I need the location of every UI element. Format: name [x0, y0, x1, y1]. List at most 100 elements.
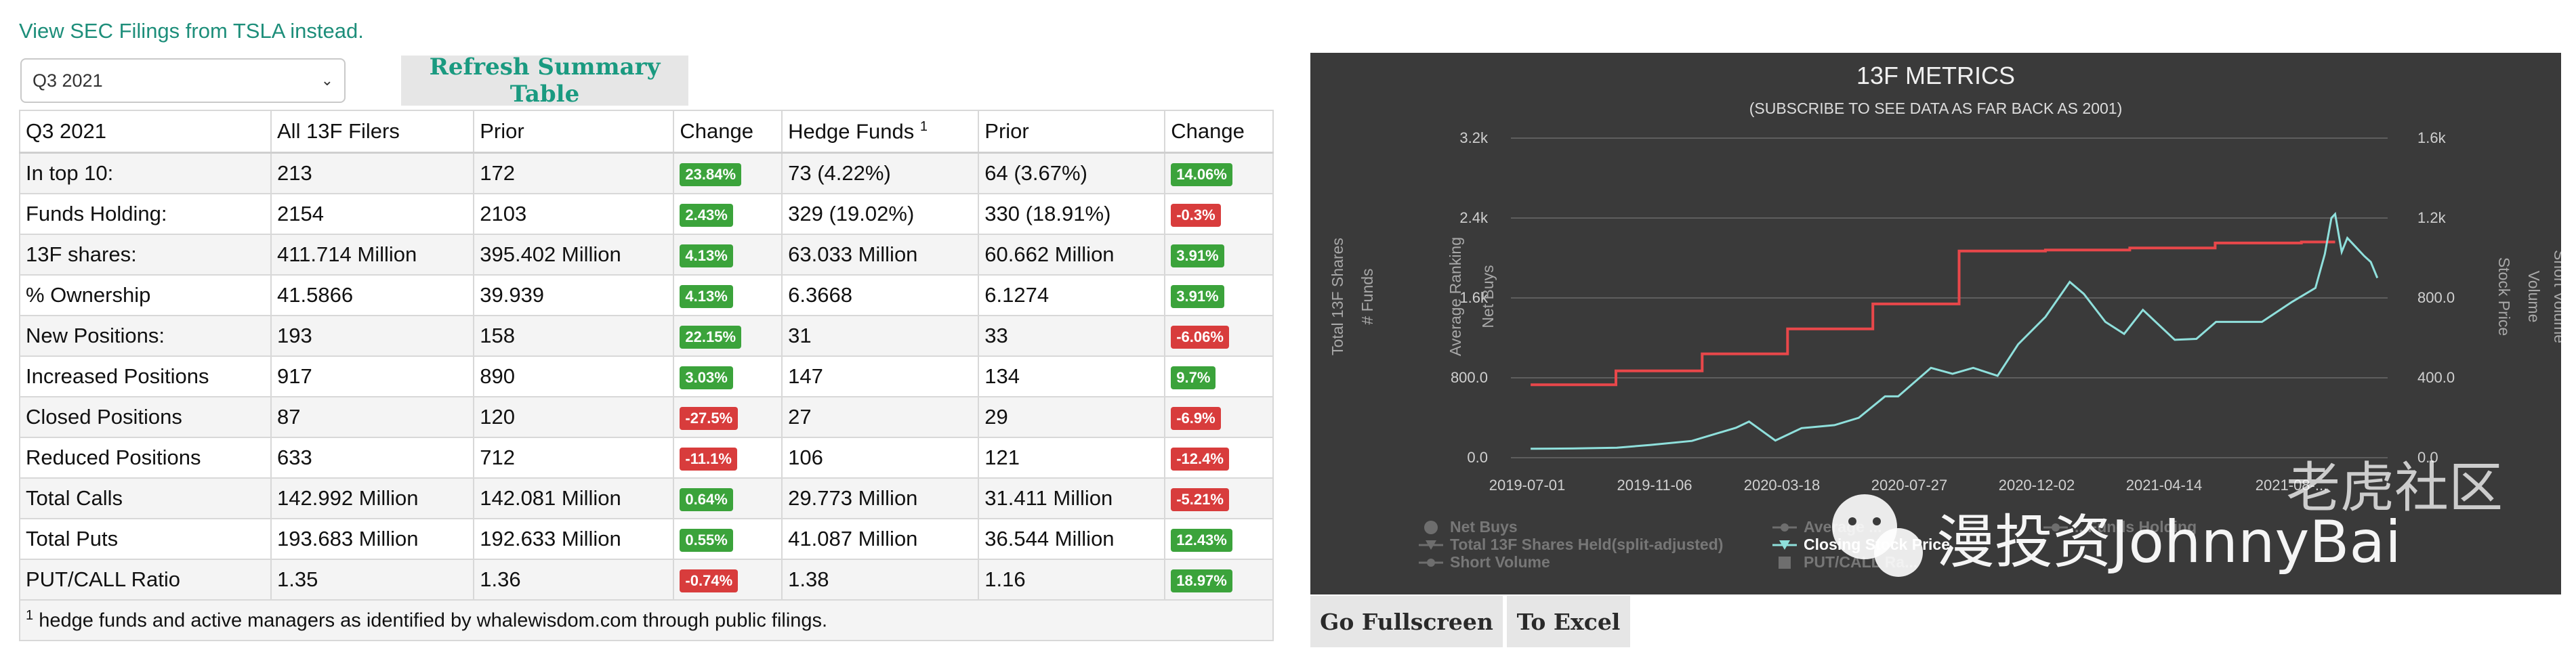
row-label: % Ownership	[19, 274, 272, 316]
all-filers-value: 917	[270, 355, 475, 397]
y-right-axis-label: Stock Price	[2495, 257, 2513, 336]
hf-change-cell: -5.21%	[1164, 477, 1274, 519]
prior-value: 192.633 Million	[473, 518, 675, 560]
all-filers-value: 142.992 Million	[270, 477, 475, 519]
wechat-logo-icon	[1848, 517, 1856, 525]
all-filers-value: 1.35	[270, 559, 475, 601]
y-left-tick: 1.6k	[1459, 289, 1489, 306]
y-right-tick: 800.0	[2417, 289, 2455, 306]
change-badge: 0.55%	[680, 529, 733, 552]
change-cell: 3.03%	[673, 355, 783, 397]
y-right-tick: 400.0	[2417, 369, 2455, 386]
chevron-down-icon: ⌄	[320, 72, 333, 89]
y-right-axis-label: Short Volume	[2551, 250, 2561, 343]
change-cell: 22.15%	[673, 315, 783, 357]
hf-prior-value: 6.1274	[978, 274, 1166, 316]
hedge-funds-value: 29.773 Million	[781, 477, 980, 519]
row-label: In top 10:	[19, 152, 272, 194]
quarter-select[interactable]: Q3 2021 ⌄	[20, 58, 346, 103]
prior-value: 712	[473, 437, 675, 479]
hedge-funds-value: 27	[781, 396, 980, 438]
col-header-prior: Prior	[473, 110, 675, 154]
quarter-select-value: Q3 2021	[33, 70, 103, 91]
x-tick: 2019-11-06	[1617, 477, 1692, 494]
row-label: Total Calls	[19, 477, 272, 519]
watermark-text: 漫投资JohnnyBai	[1936, 508, 2401, 576]
col-header-hf-prior: Prior	[978, 110, 1166, 154]
summary-table: Q3 2021 All 13F Filers Prior Change Hedg…	[19, 110, 1274, 641]
change-badge: 4.13%	[680, 244, 733, 267]
legend-marker	[1779, 557, 1791, 569]
watermark-text: 老虎社区	[2286, 456, 2503, 519]
hedge-funds-value: 41.087 Million	[781, 518, 980, 560]
hf-change-cell: 18.97%	[1164, 559, 1274, 601]
prior-value: 158	[473, 315, 675, 357]
change-cell: 2.43%	[673, 193, 783, 235]
hf-change-cell: 3.91%	[1164, 274, 1274, 316]
metrics-chart[interactable]: 13F METRICS (SUBSCRIBE TO SEE DATA AS FAR…	[1310, 53, 2561, 594]
hf-change-badge: 18.97%	[1171, 569, 1232, 592]
table-row: Closed Positions 87 120 -27.5% 27 29 -6.9%	[19, 396, 1274, 438]
chart-title: 13F METRICS	[1856, 62, 2015, 89]
go-fullscreen-button[interactable]: Go Fullscreen	[1310, 596, 1503, 647]
hf-prior-value: 33	[978, 315, 1166, 357]
legend-label: Short Volume	[1450, 553, 1550, 571]
hf-change-badge: 14.06%	[1171, 163, 1232, 186]
change-cell: -11.1%	[673, 437, 783, 479]
hf-change-cell: -6.06%	[1164, 315, 1274, 357]
y-left-tick: 3.2k	[1459, 129, 1489, 146]
y-right-tick: 1.2k	[2417, 209, 2447, 226]
prior-value: 890	[473, 355, 675, 397]
change-badge: -27.5%	[680, 407, 739, 430]
hf-change-cell: 3.91%	[1164, 234, 1274, 276]
hf-prior-value: 29	[978, 396, 1166, 438]
hf-prior-value: 64 (3.67%)	[978, 152, 1166, 194]
refresh-summary-button[interactable]: Refresh Summary Table	[401, 53, 688, 108]
col-header-hf-change: Change	[1164, 110, 1274, 154]
change-cell: -0.74%	[673, 559, 783, 601]
change-badge: 23.84%	[680, 163, 742, 186]
hf-prior-value: 60.662 Million	[978, 234, 1166, 276]
legend-marker	[1427, 559, 1435, 567]
change-cell: -27.5%	[673, 396, 783, 438]
all-filers-value: 193.683 Million	[270, 518, 475, 560]
table-row: % Ownership 41.5866 39.939 4.13% 6.3668 6.127…	[19, 274, 1274, 316]
y-right-tick: 0.0	[2417, 449, 2438, 466]
wechat-logo-icon	[1873, 517, 1881, 525]
all-filers-value: 2154	[270, 193, 475, 235]
legend-label: Net Buys	[1450, 518, 1518, 536]
row-label: New Positions:	[19, 315, 272, 357]
hf-change-badge: -12.4%	[1171, 448, 1229, 471]
table-header-row: Q3 2021 All 13F Filers Prior Change Hedg…	[19, 110, 1274, 154]
table-row: 13F shares: 411.714 Million 395.402 Millio…	[19, 234, 1274, 276]
x-tick: 2020-03-18	[1744, 477, 1821, 494]
row-label: Increased Positions	[19, 355, 272, 397]
legend-marker	[1426, 540, 1436, 550]
x-tick: 2021-08-...	[2256, 477, 2327, 494]
x-tick: 2020-07-27	[1871, 477, 1948, 494]
chart-section: 13F METRICS (SUBSCRIBE TO SEE DATA AS FAR…	[1310, 53, 2561, 647]
hf-change-badge: 12.43%	[1171, 529, 1232, 552]
table-row: Total Puts 193.683 Million 192.633 Million…	[19, 518, 1274, 560]
hedge-funds-value: 147	[781, 355, 980, 397]
chart-subtitle: (SUBSCRIBE TO SEE DATA AS FAR BACK AS 20…	[1749, 100, 2123, 117]
hf-prior-value: 134	[978, 355, 1166, 397]
hf-change-cell: -0.3%	[1164, 193, 1274, 235]
col-header-hedge-funds: Hedge Funds 1	[781, 110, 980, 154]
hf-prior-value: 121	[978, 437, 1166, 479]
table-row: New Positions: 193 158 22.15% 31 33 -6.06%	[19, 315, 1274, 357]
change-badge: 0.64%	[680, 488, 733, 511]
prior-value: 39.939	[473, 274, 675, 316]
hf-change-badge: 3.91%	[1171, 285, 1224, 308]
to-excel-button[interactable]: To Excel	[1507, 596, 1630, 647]
change-badge: 2.43%	[680, 204, 733, 227]
hedge-funds-value: 31	[781, 315, 980, 357]
all-filers-value: 193	[270, 315, 475, 357]
hf-change-badge: 3.91%	[1171, 244, 1224, 267]
y-right-axis-label: Volume	[2525, 271, 2543, 323]
legend-marker	[2052, 523, 2060, 532]
col-header-change: Change	[673, 110, 783, 154]
prior-value: 395.402 Million	[473, 234, 675, 276]
hf-change-badge: -5.21%	[1171, 488, 1229, 511]
sec-filings-link[interactable]: View SEC Filings from TSLA instead.	[19, 19, 364, 43]
